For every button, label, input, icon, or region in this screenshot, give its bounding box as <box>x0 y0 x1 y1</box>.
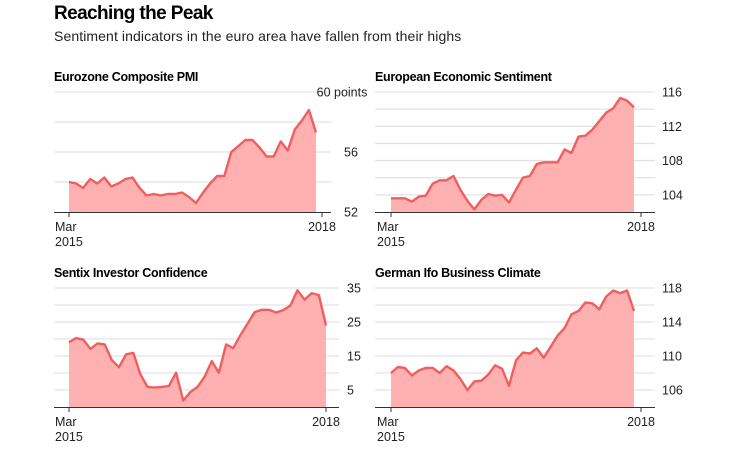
y-tick-label: 52 <box>344 206 358 220</box>
x-tick-label-start-year: 2015 <box>55 235 83 249</box>
x-tick-label-end: 2018 <box>308 220 336 234</box>
y-tick-label: 25 <box>347 316 361 330</box>
x-tick-label-start-month: Mar <box>377 415 399 429</box>
x-tick-label-start-month: Mar <box>55 220 77 234</box>
series-area <box>69 290 326 407</box>
x-tick-label-end: 2018 <box>627 415 655 429</box>
y-tick-label: 118 <box>662 282 682 296</box>
chart-title-ifo: German Ifo Business Climate <box>375 266 541 280</box>
y-tick-label: 5 <box>347 384 354 398</box>
y-tick-label: 106 <box>662 384 683 398</box>
x-tick-label-start-year: 2015 <box>377 235 405 249</box>
series-area <box>391 290 634 407</box>
series-area <box>69 110 316 212</box>
x-tick-label-end: 2018 <box>627 220 655 234</box>
series-line <box>390 289 636 392</box>
x-tick-label-end: 2018 <box>312 415 340 429</box>
y-tick-label: 116 <box>662 86 682 100</box>
y-tick-label: 108 <box>662 154 683 168</box>
series-line <box>391 96 635 211</box>
series-area <box>391 98 634 212</box>
y-tick-label: 112 <box>662 120 682 134</box>
y-tick-label: 110 <box>662 350 682 364</box>
y-tick-label: 56 <box>344 146 358 160</box>
chart-title-economic-sentiment: European Economic Sentiment <box>375 70 552 84</box>
y-tick-label: 60 points <box>317 86 368 100</box>
y-tick-label: 35 <box>347 282 361 296</box>
chart-title-pmi: Eurozone Composite PMI <box>54 70 199 84</box>
x-tick-label-start-month: Mar <box>377 220 399 234</box>
y-tick-label: 114 <box>662 316 682 330</box>
y-tick-label: 104 <box>662 188 683 202</box>
chart-title-sentix: Sentix Investor Confidence <box>54 266 208 280</box>
series-line <box>68 108 318 205</box>
x-tick-label-start-year: 2015 <box>55 430 83 444</box>
page-title: Reaching the Peak <box>54 3 213 24</box>
y-tick-label: 15 <box>347 350 361 364</box>
x-tick-label-start-year: 2015 <box>377 430 405 444</box>
page-subtitle: Sentiment indicators in the euro area ha… <box>54 28 462 44</box>
x-tick-label-start-month: Mar <box>55 415 77 429</box>
